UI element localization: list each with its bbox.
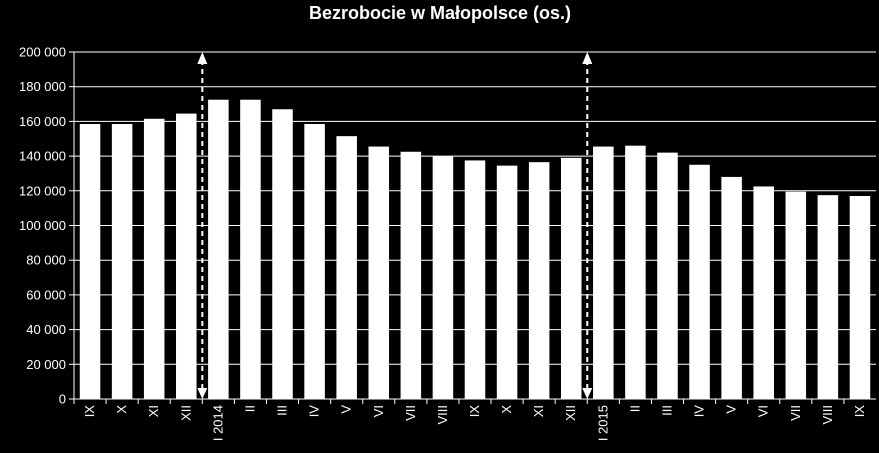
x-tick-label: X [499,405,514,414]
bar [336,136,357,399]
bar [753,186,774,399]
x-tick-label: III [275,405,290,416]
x-tick-label: III [659,405,674,416]
bar [817,195,839,399]
bar [721,176,742,399]
bar [593,146,614,399]
x-axis-ticks: IX X XI XII I 2014 II III IV V VI VII VIII IX X XI XII I… [73,399,867,441]
x-tick-label: IV [307,405,322,418]
bar [208,99,229,400]
x-tick-label: XII [563,405,578,421]
x-tick-label: VI [756,405,771,417]
bar [111,124,133,399]
marker-arrowhead-bottom [197,388,208,399]
y-tick-label: 140 000 [19,149,66,164]
y-tick-label: 120 000 [19,183,66,198]
bar [143,118,165,400]
period-markers [197,52,593,399]
y-tick-label: 20 000 [26,357,66,372]
x-tick-label: IX [467,405,482,418]
x-tick-label: IX [852,405,867,418]
bar [496,165,518,399]
x-tick-label: VIII [820,405,835,425]
bar [849,196,871,399]
x-tick-label: IV [692,405,707,418]
bar [464,160,486,399]
y-tick-label: 160 000 [19,114,66,129]
bar [240,99,261,400]
x-tick-label: VII [403,405,418,421]
bar [560,157,582,399]
bar [689,164,710,399]
x-tick-label: V [339,405,354,414]
y-tick-label: 40 000 [26,322,66,337]
bar [79,124,101,399]
bar [368,146,390,399]
bar [272,109,293,399]
x-tick-label: VI [371,405,386,417]
bar [528,162,550,399]
x-tick-label: V [724,405,739,414]
x-tick-label: II [627,405,642,412]
bar [625,145,646,399]
y-tick-label: 60 000 [26,287,66,302]
x-tick-label: XII [178,405,193,421]
x-tick-label: II [242,405,257,412]
period-marker-arrow [197,52,208,399]
y-tick-label: 180 000 [19,79,66,94]
marker-arrowhead-top [582,52,593,64]
bars [79,99,871,400]
y-tick-label: 200 000 [19,45,66,60]
x-tick-label: XI [146,405,161,417]
marker-arrowhead-bottom [582,388,593,399]
x-tick-label: I 2014 [210,405,225,441]
marker-arrowhead-top [197,52,208,64]
bar [785,191,807,399]
bar [432,156,454,399]
x-tick-label: IX [82,405,97,418]
bar [304,124,325,399]
x-tick-label: I 2015 [595,405,610,441]
y-tick-label: 100 000 [19,218,66,233]
bar [657,152,678,399]
bar [176,113,197,399]
y-axis-ticks: 0 20 000 40 000 60 000 80 000 100 000 120 000 1… [19,45,66,407]
chart-title: Bezrobocie w Małopolsce (os.) [309,3,571,23]
x-tick-label: VIII [435,405,450,425]
x-tick-label: XI [531,405,546,417]
period-marker-arrow [582,52,593,399]
y-tick-label: 0 [59,392,66,407]
x-tick-label: X [114,405,129,414]
x-tick-label: VII [788,405,803,421]
bar [400,151,422,399]
y-tick-label: 80 000 [26,253,66,268]
